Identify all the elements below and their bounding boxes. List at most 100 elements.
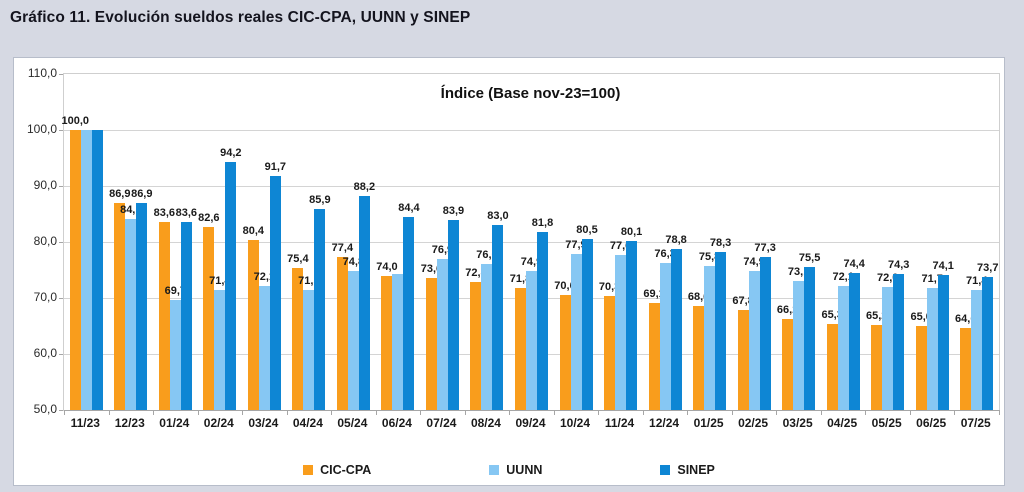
bar-sinep [537, 231, 548, 410]
bar-sinep [670, 248, 682, 410]
x-axis-line [64, 410, 999, 411]
bar-data-label: 80,4 [242, 224, 265, 237]
x-axis-label: 02/24 [203, 416, 234, 430]
bar-data-label: 72,0 [876, 271, 899, 284]
chart-title: Índice (Base nov-23=100) [440, 85, 621, 102]
bar-uunn [570, 253, 582, 410]
bar-uunn [258, 286, 270, 410]
x-axis-label: 05/25 [871, 416, 902, 430]
bar-data-label: 74,8 [342, 256, 365, 269]
bar-data-label: 70,6 [554, 279, 576, 292]
bar-cic-cpa [425, 277, 437, 410]
bar-data-label: 65,2 [865, 309, 888, 322]
bar-data-label: 71,4 [966, 275, 988, 288]
bar-data-label: 74,3 [887, 258, 910, 271]
bar-sinep [581, 239, 593, 410]
bar-sinep [447, 220, 459, 410]
legend-label: SINEP [677, 463, 715, 477]
y-axis-tick [59, 130, 63, 131]
x-axis-tick [553, 410, 555, 415]
x-axis-tick [509, 410, 511, 415]
bar-sinep [626, 241, 638, 410]
bar-uunn [214, 290, 226, 410]
bar-uunn [526, 270, 537, 410]
bar-data-label: 91,7 [264, 161, 287, 174]
bar-sinep [314, 208, 326, 410]
bar-cic-cpa [737, 310, 749, 410]
bar-sinep [403, 217, 415, 410]
x-axis-tick [242, 410, 244, 415]
bar-data-label: 71,7 [921, 273, 943, 286]
bar-data-label: 72,8 [465, 267, 487, 280]
bar-cic-cpa [871, 324, 883, 410]
x-axis-label: 03/24 [248, 416, 279, 430]
bar-data-label: 84,1 [120, 204, 142, 217]
gridline [64, 186, 999, 187]
bar-data-label: 84,4 [398, 202, 420, 215]
bar-data-label: 74,9 [520, 255, 543, 268]
bar-data-label: 80,1 [620, 226, 643, 239]
bar-cic-cpa [470, 282, 482, 410]
bar-cic-cpa [782, 319, 794, 410]
bar-data-label: 80,5 [576, 224, 598, 237]
bar-cic-cpa [693, 305, 705, 410]
x-axis-tick [108, 410, 110, 415]
gridline [64, 242, 999, 243]
legend-swatch-icon [489, 465, 500, 475]
x-axis-label: 07/24 [426, 416, 457, 430]
bar-data-label: 83,6 [153, 206, 176, 219]
legend-item-cic-cpa: CIC-CPA [303, 463, 371, 477]
bar-cic-cpa [515, 287, 526, 410]
bar-uunn [882, 286, 894, 410]
legend-swatch-icon [303, 465, 314, 475]
y-axis-tick [59, 74, 63, 75]
bar-cic-cpa [247, 239, 259, 410]
x-axis-tick [64, 410, 65, 415]
bar-data-label: 78,3 [709, 236, 732, 249]
y-axis-label: 60,0 [33, 346, 57, 360]
x-axis-label: 01/24 [159, 416, 190, 430]
bar-data-label: 76,0 [476, 249, 498, 262]
bar-data-label: 73,6 [420, 262, 443, 275]
bar-data-label: 75,8 [698, 250, 721, 263]
legend-item-uunn: UUNN [489, 463, 542, 477]
bar-data-label: 66,2 [776, 304, 799, 317]
bar-uunn [80, 130, 92, 410]
chart-box: Índice (Base nov-23=100) 100,0 86,9 84,1 86… [13, 57, 1005, 486]
bar-data-label: 69,1 [643, 288, 665, 301]
y-axis-label: 80,0 [33, 234, 57, 248]
x-axis-tick [909, 410, 911, 415]
x-axis-label: 04/25 [827, 416, 858, 430]
x-axis-tick [197, 410, 199, 415]
bar-data-label: 86,9 [131, 188, 153, 201]
bar-data-label: 68,6 [687, 290, 710, 303]
legend-label: UUNN [506, 463, 543, 477]
x-axis-tick [731, 410, 733, 415]
x-axis-label: 05/24 [337, 416, 368, 430]
bar-sinep [225, 162, 237, 410]
bar-uunn [659, 262, 671, 410]
bar-uunn [436, 259, 448, 410]
bar-data-label: 100,0 [61, 115, 90, 127]
x-axis-label: 06/24 [381, 416, 412, 430]
bar-sinep [804, 267, 816, 410]
y-axis-tick [59, 186, 63, 187]
x-axis-label: 06/25 [916, 416, 947, 430]
legend-item-sinep: SINEP [660, 463, 715, 477]
bar-cic-cpa [960, 328, 972, 410]
x-axis-label: 11/23 [70, 416, 100, 430]
bar-data-label: 74,1 [932, 260, 954, 273]
bar-uunn [481, 264, 493, 410]
bar-sinep [715, 251, 727, 410]
bar-uunn [347, 271, 359, 410]
x-axis-tick [820, 410, 822, 415]
y-axis-label: 50,0 [33, 402, 57, 416]
y-axis-label: 70,0 [33, 290, 57, 304]
bar-uunn [748, 270, 760, 410]
bar-uunn [837, 286, 849, 410]
bar-data-label: 71,4 [209, 275, 231, 288]
plot-area: 100,0 86,9 84,1 86,9 83,6 69,7 83,6 82,6 71,4 94,… [59, 73, 1000, 415]
bar-cic-cpa [69, 130, 81, 410]
x-axis-tick [687, 410, 689, 415]
bar-cic-cpa [915, 326, 927, 410]
